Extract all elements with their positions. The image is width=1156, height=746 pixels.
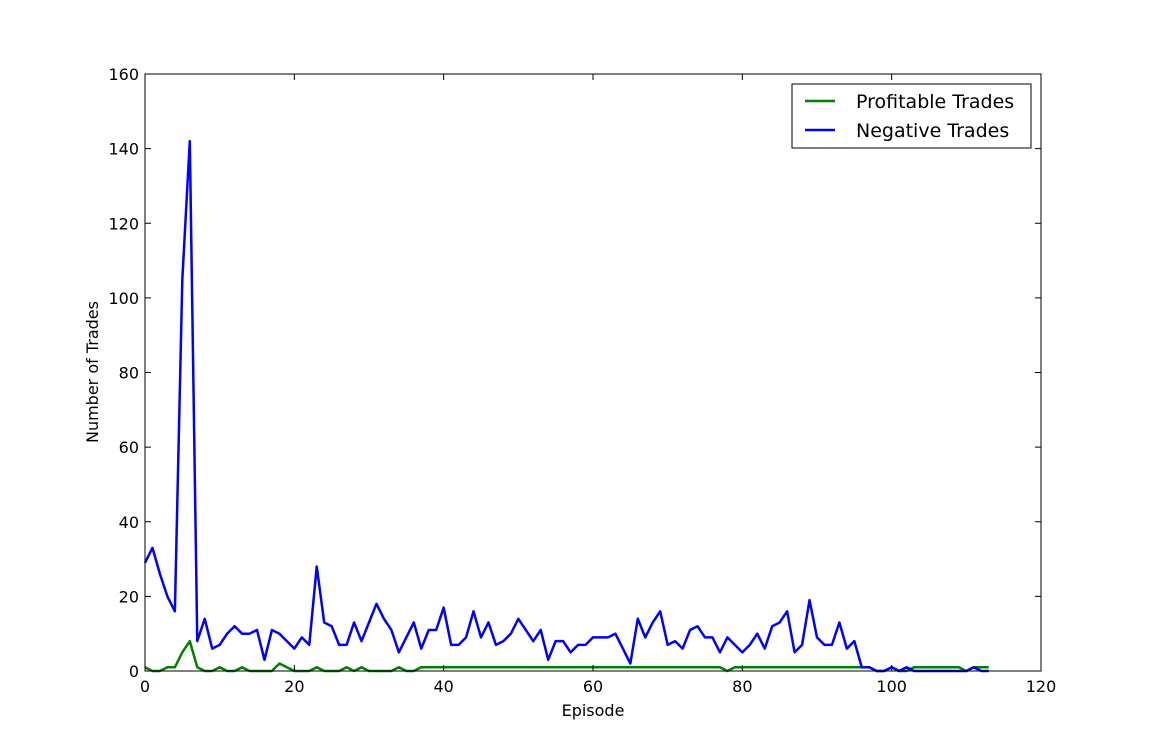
x-tick-label: 20 <box>284 677 304 696</box>
y-tick-label: 160 <box>108 65 139 84</box>
x-tick-label: 0 <box>140 677 150 696</box>
y-tick-label: 80 <box>119 364 139 383</box>
legend: Profitable Trades Negative Trades <box>791 83 1032 149</box>
plot-area <box>145 74 1041 671</box>
y-tick-label: 0 <box>129 662 139 681</box>
x-tick-label: 80 <box>732 677 752 696</box>
y-tick-label: 60 <box>119 438 139 457</box>
legend-label: Negative Trades <box>856 120 1009 142</box>
y-tick-label: 20 <box>119 587 139 606</box>
series-line-profitable-trades <box>144 639 989 673</box>
series-line-negative-trades <box>143 139 989 673</box>
x-tick-label: 60 <box>583 677 603 696</box>
x-tick-label: 120 <box>1026 677 1057 696</box>
x-axis: 0 20 40 60 80 100 120 <box>140 74 1056 696</box>
y-tick-label: 120 <box>108 214 139 233</box>
x-tick-label: 40 <box>433 677 453 696</box>
x-tick-label: 100 <box>876 677 907 696</box>
y-axis: 0 20 40 60 80 100 120 140 160 <box>108 65 1041 681</box>
legend-box <box>791 83 1032 149</box>
series-layer <box>143 139 989 673</box>
legend-label: Profitable Trades <box>856 91 1014 113</box>
y-tick-label: 40 <box>119 513 139 532</box>
y-axis-label: Number of Trades <box>83 301 102 443</box>
y-tick-label: 140 <box>108 140 139 159</box>
x-axis-label: Episode <box>562 701 625 720</box>
y-tick-label: 100 <box>108 289 139 308</box>
